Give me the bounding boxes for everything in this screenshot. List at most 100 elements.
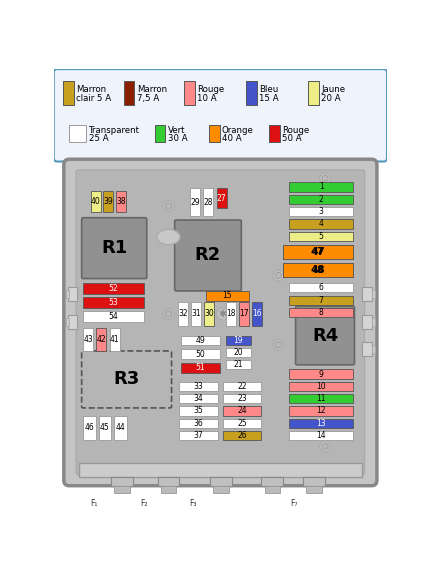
Text: 50: 50 — [195, 350, 205, 358]
Bar — [261, 478, 283, 487]
Text: 35: 35 — [194, 407, 203, 415]
Bar — [226, 302, 236, 326]
Circle shape — [275, 272, 282, 279]
Circle shape — [163, 309, 174, 319]
Text: Rouge: Rouge — [283, 126, 310, 135]
Bar — [289, 394, 353, 403]
Bar — [184, 81, 195, 104]
Bar — [83, 328, 93, 351]
FancyBboxPatch shape — [175, 220, 241, 291]
Bar — [283, 263, 353, 277]
Text: 7,5 A: 7,5 A — [137, 94, 159, 103]
Bar — [308, 81, 319, 104]
Text: F₁: F₁ — [90, 499, 98, 508]
Text: 15 A: 15 A — [259, 94, 279, 103]
Bar — [362, 314, 372, 329]
Text: 46: 46 — [85, 423, 94, 433]
Text: 39: 39 — [104, 197, 113, 206]
Text: 44: 44 — [116, 423, 125, 433]
Bar — [289, 295, 353, 305]
Text: 18: 18 — [226, 309, 236, 319]
Text: 21: 21 — [233, 361, 243, 369]
Text: 19: 19 — [233, 336, 243, 344]
Text: 34: 34 — [194, 394, 203, 403]
Bar — [372, 318, 375, 325]
Text: 2: 2 — [319, 195, 323, 204]
Bar — [226, 348, 251, 357]
FancyBboxPatch shape — [64, 159, 377, 486]
Text: 31: 31 — [191, 309, 201, 319]
Text: 5: 5 — [319, 232, 323, 241]
Bar — [372, 346, 375, 353]
Text: 12: 12 — [316, 407, 326, 415]
Text: 53: 53 — [108, 298, 118, 307]
Text: 49: 49 — [195, 336, 205, 344]
Text: 25: 25 — [237, 419, 247, 428]
FancyBboxPatch shape — [82, 351, 172, 408]
Text: 9: 9 — [319, 370, 323, 378]
Text: 14: 14 — [316, 431, 326, 440]
Text: 37: 37 — [194, 431, 203, 440]
Bar — [191, 302, 201, 326]
Bar — [283, 245, 353, 259]
Bar — [209, 124, 220, 142]
Text: 33: 33 — [194, 382, 203, 391]
Text: 30 A: 30 A — [168, 134, 187, 143]
Text: Transparent: Transparent — [89, 126, 140, 135]
Bar — [179, 419, 218, 428]
Bar — [154, 124, 166, 142]
Bar — [96, 328, 107, 351]
Bar — [289, 195, 353, 204]
Bar — [246, 81, 257, 104]
Bar — [110, 328, 120, 351]
Bar — [69, 124, 86, 142]
Bar — [239, 302, 249, 326]
Text: 23: 23 — [237, 394, 247, 403]
Text: R1: R1 — [101, 239, 127, 257]
FancyBboxPatch shape — [54, 69, 387, 161]
Text: 45: 45 — [100, 423, 110, 433]
Text: Marron: Marron — [76, 85, 106, 93]
Text: Bleu: Bleu — [259, 85, 278, 93]
Text: F₂: F₂ — [140, 499, 147, 508]
Text: 24: 24 — [237, 407, 247, 415]
Text: 52: 52 — [109, 284, 118, 293]
Text: R4: R4 — [312, 327, 338, 344]
Text: 41: 41 — [110, 335, 120, 344]
Circle shape — [273, 339, 284, 350]
Text: 7: 7 — [319, 295, 323, 305]
Text: 4: 4 — [319, 219, 323, 229]
Bar — [223, 382, 261, 391]
Bar — [372, 290, 375, 298]
Text: 50 A: 50 A — [283, 134, 302, 143]
Text: 6: 6 — [319, 283, 323, 292]
Bar — [181, 336, 220, 345]
Bar — [289, 283, 353, 293]
Bar — [114, 416, 126, 440]
Text: 30: 30 — [204, 309, 214, 319]
Bar — [213, 487, 229, 492]
Bar — [83, 416, 95, 440]
FancyBboxPatch shape — [82, 218, 147, 279]
Circle shape — [322, 444, 328, 449]
Bar — [83, 283, 144, 294]
Text: 20 A: 20 A — [321, 94, 341, 103]
Circle shape — [275, 342, 282, 348]
Bar — [83, 311, 144, 321]
Bar — [63, 81, 74, 104]
Text: Vert: Vert — [168, 126, 185, 135]
Bar — [223, 394, 261, 403]
Bar — [226, 360, 251, 369]
Bar — [111, 478, 133, 487]
Bar — [289, 419, 353, 428]
Bar — [362, 343, 372, 357]
Bar — [223, 431, 261, 440]
Text: 20: 20 — [233, 348, 243, 357]
Text: 42: 42 — [97, 335, 106, 344]
Text: 43: 43 — [83, 335, 93, 344]
Bar — [181, 350, 220, 359]
Text: 32: 32 — [178, 309, 187, 319]
Text: 13: 13 — [316, 419, 326, 428]
Bar — [99, 416, 111, 440]
Bar — [289, 183, 353, 192]
